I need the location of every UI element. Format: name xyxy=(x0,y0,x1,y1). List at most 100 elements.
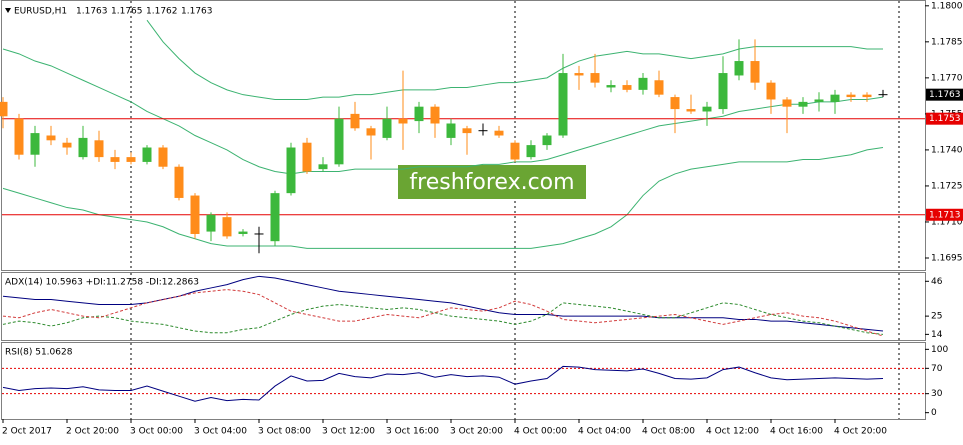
candle-body xyxy=(302,142,312,172)
candle-body xyxy=(670,97,680,110)
x-tick-label: 3 Oct 00:00 xyxy=(130,427,183,437)
watermark-box xyxy=(398,165,586,199)
x-tick-label: 4 Oct 16:00 xyxy=(770,427,823,437)
candle-body xyxy=(622,85,632,90)
candle-body xyxy=(270,193,280,242)
menu-arrow[interactable] xyxy=(5,8,11,13)
candle-body xyxy=(510,142,520,160)
candle-body xyxy=(382,118,392,138)
y-tick-label: 100 xyxy=(931,345,948,355)
indicator-line xyxy=(2,302,884,335)
watermark: freshforex.com xyxy=(409,170,574,195)
adx-panel xyxy=(1,272,926,341)
x-tick-label: 4 Oct 00:00 xyxy=(514,427,567,437)
y-tick-label: 0 xyxy=(931,408,937,418)
x-tick-label: 4 Oct 12:00 xyxy=(706,427,759,437)
candle-body xyxy=(62,142,72,148)
x-tick-label: 3 Oct 08:00 xyxy=(258,427,311,437)
candle-body xyxy=(206,214,216,232)
level-label: 1.1713 xyxy=(929,210,961,220)
candle-body xyxy=(718,73,728,110)
candle-body xyxy=(846,94,856,98)
candle-body xyxy=(46,135,56,141)
indicator-line xyxy=(2,48,884,175)
candle-body xyxy=(174,166,184,198)
candle-body xyxy=(94,140,104,158)
header-value: 1.1762 xyxy=(146,7,178,17)
candle-body xyxy=(222,217,232,237)
candle-body xyxy=(542,135,552,146)
candle-body xyxy=(798,101,808,107)
level-label-box xyxy=(926,208,963,221)
candle-body xyxy=(446,123,456,138)
candle-body xyxy=(734,61,744,76)
x-tick-label: 3 Oct 12:00 xyxy=(322,427,375,437)
candle-body xyxy=(814,99,824,102)
candle-body xyxy=(14,118,24,155)
candle-body xyxy=(334,118,344,165)
candle-body xyxy=(574,73,584,76)
indicator-line xyxy=(2,365,884,402)
x-tick-label: 4 Oct 04:00 xyxy=(578,427,631,437)
candle-body xyxy=(830,94,840,102)
candle-body xyxy=(462,128,472,134)
candle-body xyxy=(238,231,248,234)
current-price-box xyxy=(926,88,963,101)
candle-body xyxy=(782,99,792,107)
header-value: 1.1765 xyxy=(111,7,143,17)
y-tick-label: 70 xyxy=(931,364,943,374)
candle-body xyxy=(862,94,872,98)
header-value: 1.1763 xyxy=(76,7,108,17)
candle-body xyxy=(526,145,536,158)
y-tick-label: 30 xyxy=(931,389,943,399)
candle-body xyxy=(638,77,648,90)
level-label: 1.1753 xyxy=(929,114,961,124)
candle-body xyxy=(286,147,296,194)
indicator-line xyxy=(2,147,884,249)
candle-body xyxy=(158,147,168,167)
candle-body xyxy=(30,133,40,155)
candle-body xyxy=(398,118,408,124)
candle-body xyxy=(414,106,424,122)
symbol-label: EURUSD,H1 xyxy=(14,7,67,17)
indicator-title: RSI(8) 51.0628 xyxy=(5,348,73,358)
y-tick-label: 1.1770 xyxy=(931,73,963,83)
indicator-title: ADX(14) 10.5963 +DI:11.2758 -DI:12.2863 xyxy=(5,278,199,288)
candle-body xyxy=(590,73,600,83)
candle-body xyxy=(750,61,760,83)
level-label-box xyxy=(926,112,963,125)
x-tick-label: 4 Oct 08:00 xyxy=(642,427,695,437)
candle-body xyxy=(430,106,440,124)
candle-body xyxy=(686,109,696,112)
y-tick-label: 46 xyxy=(931,277,943,287)
rsi-panel xyxy=(1,342,926,420)
y-tick-label: 1.1725 xyxy=(931,181,963,191)
y-tick-label: 1.1785 xyxy=(931,37,963,47)
candle-body xyxy=(142,147,152,162)
candle-body xyxy=(606,85,616,88)
price-panel xyxy=(1,0,926,271)
y-tick-label: 1.1695 xyxy=(931,253,963,263)
y-tick-label: 1.1800 xyxy=(931,1,963,11)
candle-body xyxy=(190,195,200,234)
candle-body xyxy=(494,130,504,136)
x-tick-label: 3 Oct 16:00 xyxy=(386,427,439,437)
candle-body xyxy=(558,73,568,136)
current-price-label: 1.1763 xyxy=(929,90,961,100)
candle-body xyxy=(0,101,8,117)
chart-layer: 1.18001.17851.17701.17551.17401.17251.17… xyxy=(0,1,963,437)
candle-body xyxy=(702,106,712,112)
candle-body xyxy=(318,164,328,170)
y-tick-label: 14 xyxy=(931,330,943,340)
x-tick-label: 2 Oct 2017 xyxy=(2,427,52,437)
candle-body xyxy=(110,157,120,162)
indicator-line xyxy=(2,289,884,337)
candle-body xyxy=(350,113,360,129)
y-tick-label: 25 xyxy=(931,312,942,322)
candle-body xyxy=(78,137,88,158)
candle-body xyxy=(126,157,136,162)
indicator-line xyxy=(146,19,883,100)
candle-body xyxy=(766,82,776,100)
